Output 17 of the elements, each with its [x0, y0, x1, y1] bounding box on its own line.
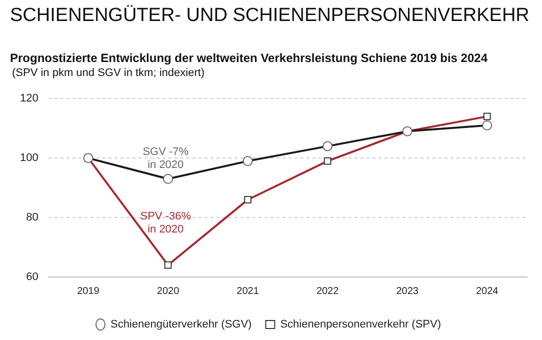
annotation: SPV -36% in 2020 [140, 210, 192, 236]
x-tick-label: 2023 [396, 286, 419, 297]
chart-subtitle: Prognostizierte Entwicklung der weltweiten Verkehrsleistung Schiene 2019 bis 2024 [10, 51, 488, 65]
x-tick-label: 2024 [476, 286, 499, 297]
y-tick-label: 100 [20, 152, 38, 164]
x-tick-label: 2021 [236, 286, 260, 297]
chart-title: SCHIENENGÜTER- UND SCHIENENPERSONENVERKEHR [10, 5, 530, 27]
x-tick-label: 2022 [316, 286, 340, 297]
text: (SPV in pkm und SGV in tkm; indexiert) [12, 67, 205, 79]
x-tick-label: 2020 [156, 286, 180, 297]
legend-label: Schienengüterverkehr (SGV) [110, 318, 252, 331]
legend-label: Schienenpersonenverkehr (SPV) [280, 318, 442, 331]
y-tick-label: 120 [20, 92, 38, 105]
x-tick-label: 2019 [77, 286, 100, 297]
y-tick-label: 60 [26, 271, 38, 284]
y-tick-label: 80 [26, 212, 38, 224]
annotation: SGV -7% in 2020 [142, 146, 189, 172]
